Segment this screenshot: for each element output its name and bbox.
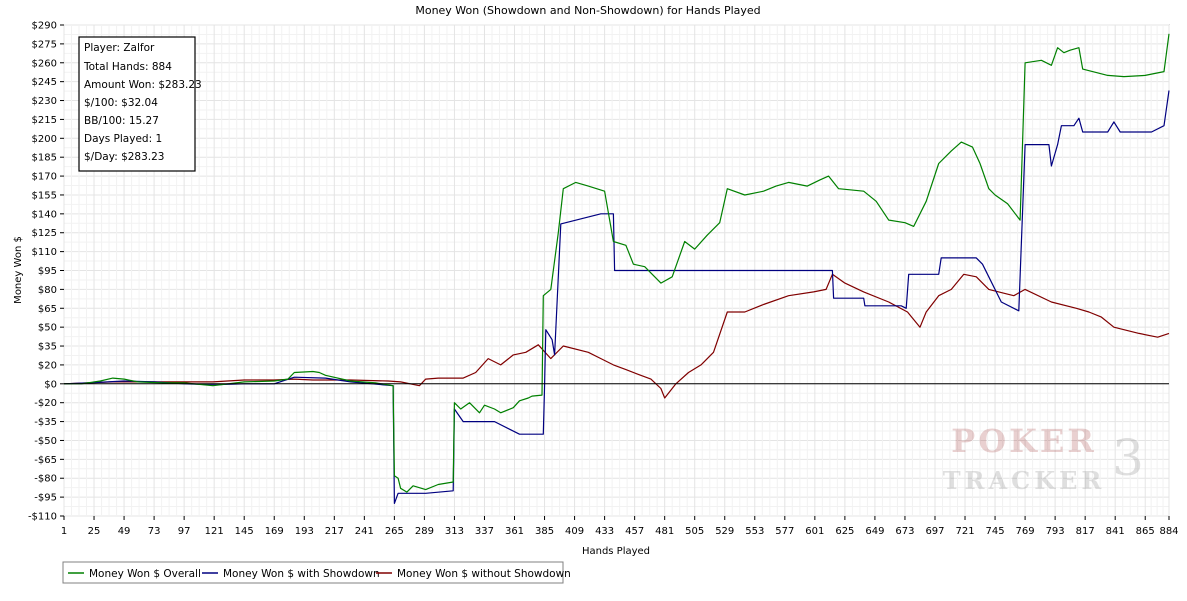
watermark-top: POKER [951,422,1097,460]
x-tick-label: 385 [535,526,554,537]
y-tick-label: $275 [32,39,57,50]
y-tick-label: -$35 [34,417,57,428]
legend-label-non-showdown: Money Won $ without Showdown [397,568,571,580]
y-tick-label: $170 [32,172,57,183]
x-tick-label: 884 [1159,526,1178,537]
x-tick-label: 649 [865,526,884,537]
y-tick-label: -$95 [34,493,57,504]
y-tick-label: -$80 [34,474,57,485]
x-tick-label: 265 [385,526,404,537]
y-tick-label: $245 [32,77,57,88]
y-tick-label: $260 [32,58,57,69]
x-tick-label: 817 [1076,526,1095,537]
y-tick-label: -$65 [34,455,57,466]
x-tick-label: 577 [775,526,794,537]
x-tick-label: 529 [715,526,734,537]
x-tick-label: 769 [1016,526,1035,537]
y-tick-label: $200 [32,134,57,145]
y-tick-label: $50 [38,323,57,334]
x-tick-label: 49 [118,526,131,537]
y-tick-label: -$50 [34,436,57,447]
y-axis-ticks: $290 $275 $260 $245 $230 $215 $200 $185 $170 $155… [28,21,64,523]
legend: Money Won $ Overall Money Won $ with Sho… [62,561,571,584]
y-tick-label: $140 [32,209,57,220]
y-tick-label: $185 [32,153,57,164]
y-tick-label: $65 [38,304,57,315]
x-tick-label: 217 [325,526,344,537]
x-tick-label: 169 [265,526,284,537]
watermark-bottom: TRACKER [943,466,1106,495]
x-tick-label: 505 [685,526,704,537]
y-tick-label: $230 [32,96,57,107]
x-tick-label: 433 [595,526,614,537]
x-tick-label: 481 [655,526,674,537]
y-tick-label: $20 [38,360,57,371]
series-line-overall [64,33,1170,493]
x-axis-ticks: 1 25 49 73 97 121 145 169 193 217 241 265 289 313 337 3… [61,516,1179,537]
series-layer [63,33,1170,504]
y-tick-label: $155 [32,190,57,201]
y-tick-label: $0 [44,379,57,390]
x-axis-label: Hands Played [582,546,650,557]
watermark-numeral: 3 [1112,429,1144,487]
x-tick-label: 241 [355,526,374,537]
stat-amount-won: Amount Won: $283.23 [84,79,202,91]
y-tick-label: $110 [32,247,57,258]
y-tick-label: $35 [38,342,57,353]
x-tick-label: 409 [565,526,584,537]
pokertracker-watermark: POKER TRACKER 3 [943,422,1144,495]
x-tick-label: 313 [445,526,464,537]
stat-total-hands: Total Hands: 884 [83,61,172,73]
x-tick-label: 865 [1136,526,1155,537]
x-tick-label: 553 [745,526,764,537]
stat-days-played: Days Played: 1 [84,133,162,145]
x-tick-label: 361 [505,526,524,537]
x-tick-label: 121 [205,526,224,537]
series-line-showdown [63,90,1170,504]
player-stats-box: Player: Zalfor Total Hands: 884 Amount W… [78,36,202,172]
x-tick-label: 1 [61,526,67,537]
x-tick-label: 841 [1106,526,1125,537]
y-tick-label: $80 [38,285,57,296]
y-tick-label: $125 [32,228,57,239]
x-tick-label: 25 [88,526,101,537]
x-tick-label: 193 [295,526,314,537]
x-tick-label: 97 [178,526,191,537]
chart-title: Money Won (Showdown and Non-Showdown) fo… [415,4,760,17]
stat-bb-per-100: BB/100: 15.27 [84,115,159,127]
x-tick-label: 145 [235,526,254,537]
y-tick-label: -$110 [28,512,57,523]
legend-label-showdown: Money Won $ with Showdown [223,568,380,580]
x-tick-label: 457 [625,526,644,537]
x-tick-label: 601 [805,526,824,537]
x-tick-label: 793 [1046,526,1065,537]
stat-per-day: $/Day: $283.23 [84,151,164,163]
y-axis-label: Money Won $ [13,236,24,304]
x-tick-label: 73 [148,526,161,537]
x-tick-label: 721 [955,526,974,537]
y-tick-label: $290 [32,21,57,32]
x-tick-label: 337 [475,526,494,537]
x-tick-label: 673 [895,526,914,537]
x-tick-label: 289 [415,526,434,537]
legend-label-overall: Money Won $ Overall [89,568,201,580]
y-tick-label: -$20 [34,398,57,409]
x-tick-label: 625 [835,526,854,537]
stat-per-100: $/100: $32.04 [84,97,158,109]
y-tick-label: $215 [32,115,57,126]
x-tick-label: 697 [925,526,944,537]
x-tick-label: 745 [986,526,1005,537]
y-tick-label: $95 [38,266,57,277]
series-line-non-showdown [63,273,1170,399]
stat-player: Player: Zalfor [84,42,155,54]
